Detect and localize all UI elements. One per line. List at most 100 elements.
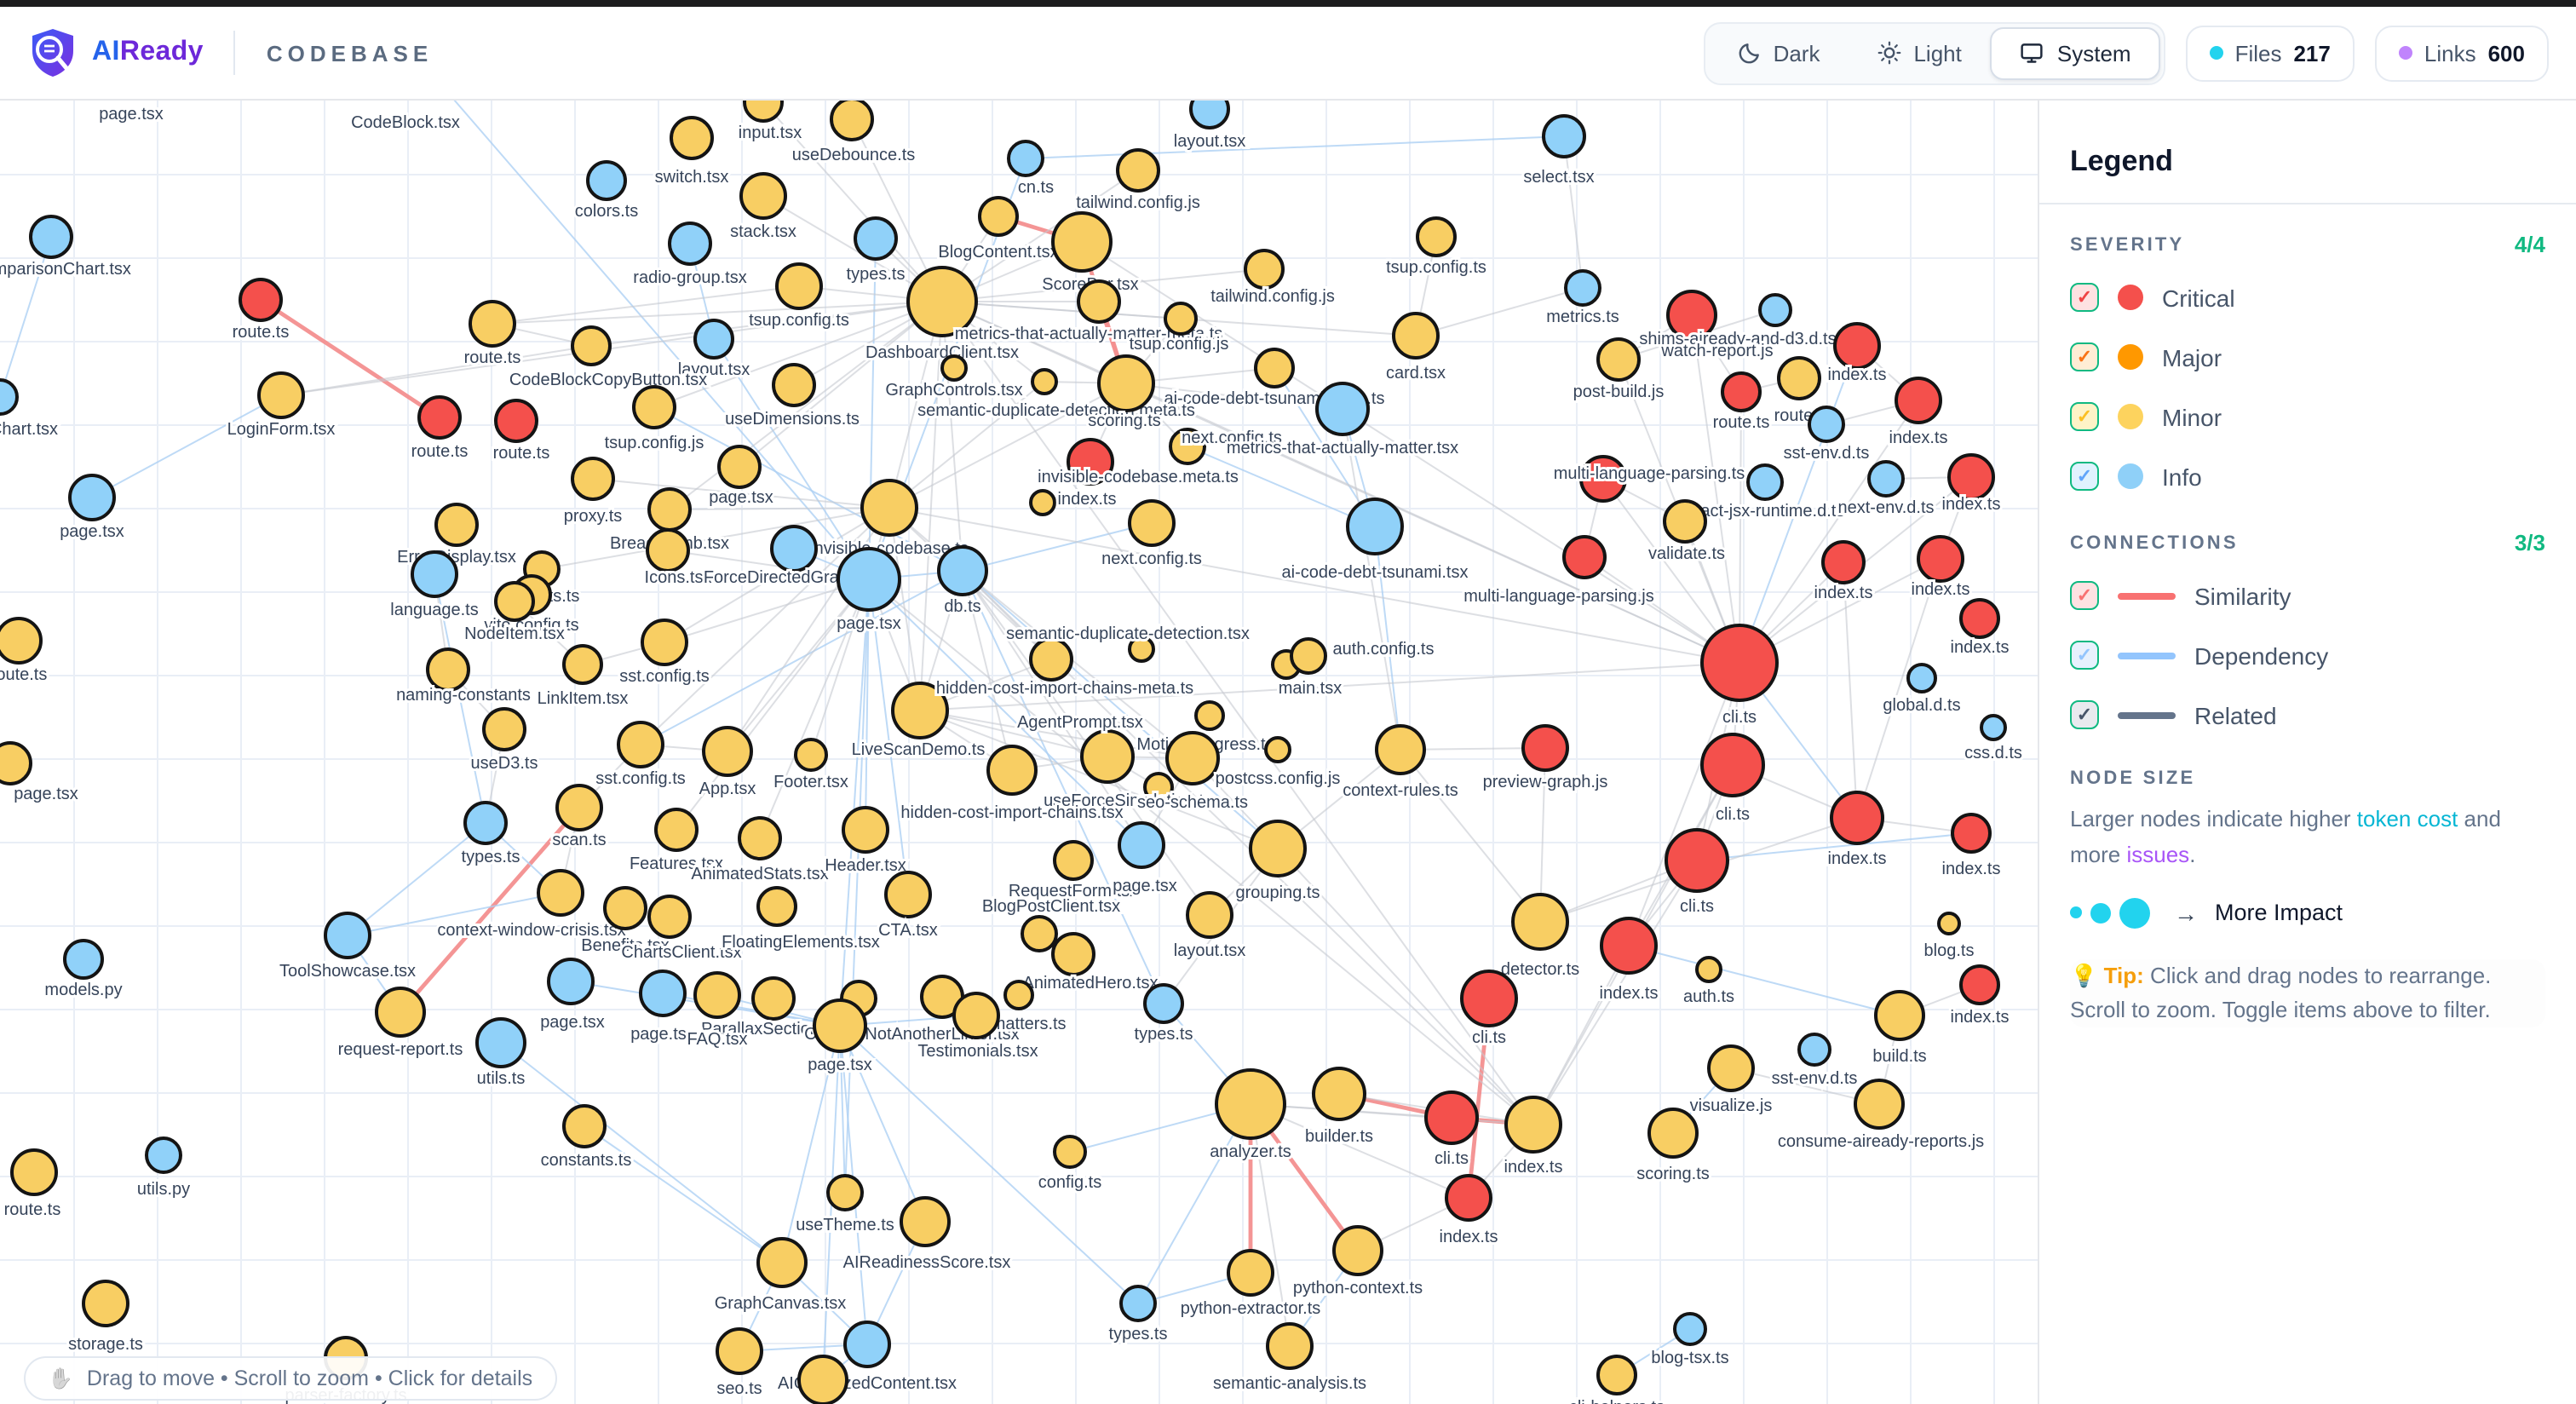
graph-node[interactable] [1315,382,1370,436]
graph-node[interactable] [1596,337,1641,382]
graph-node[interactable] [900,1196,951,1247]
graph-node[interactable] [641,619,688,666]
graph-node[interactable] [717,445,762,489]
graph-node[interactable] [547,958,595,1005]
graph-node[interactable] [1808,406,1845,443]
graph-node[interactable] [775,262,823,310]
graph-node[interactable] [1663,499,1707,544]
connection-checkbox-related[interactable]: ✓ [2070,700,2099,729]
graph-node[interactable] [1460,970,1518,1027]
graph-node[interactable] [257,371,305,419]
graph-node[interactable] [830,101,874,141]
graph-node[interactable] [571,325,612,366]
graph-node[interactable] [1375,724,1426,775]
graph-node[interactable] [1830,791,1884,845]
graph-node[interactable] [952,992,1000,1039]
graph-node[interactable] [417,395,462,440]
graph-node[interactable] [826,1174,864,1211]
graph-node[interactable] [1721,371,1762,412]
graph-node[interactable] [1029,489,1056,516]
graph-node[interactable] [10,1148,58,1196]
graph-node[interactable] [1119,1285,1157,1322]
graph-node[interactable] [1707,1044,1755,1092]
graph-node[interactable] [1665,828,1729,893]
graph-node[interactable] [1951,813,1992,854]
graph-node[interactable] [797,1355,848,1404]
graph-node[interactable] [716,1327,763,1375]
graph-node[interactable] [1165,731,1220,785]
graph-node[interactable] [469,300,516,348]
graph-node[interactable] [1346,498,1404,555]
graph-node[interactable] [854,216,898,261]
graph-node[interactable] [1332,1225,1383,1276]
graph-node[interactable] [891,682,949,739]
graph-node[interactable] [1003,980,1034,1010]
graph-node[interactable] [1249,820,1307,878]
graph-node[interactable] [1504,1096,1562,1154]
graph-node[interactable] [1917,535,1964,583]
graph-node[interactable] [586,160,627,201]
severity-checkbox-info[interactable]: ✓ [2070,462,2099,491]
graph-node[interactable] [63,939,104,980]
graph-node[interactable] [1031,368,1058,395]
theme-light-button[interactable]: Light [1849,26,1990,79]
graph-node[interactable] [647,487,692,532]
graph-node[interactable] [82,1280,129,1327]
graph-node[interactable] [1758,293,1792,327]
graph-node[interactable] [1833,322,1881,370]
graph-node[interactable] [1007,140,1044,177]
graph-node[interactable] [1980,714,2007,741]
severity-checkbox-major[interactable]: ✓ [2070,342,2099,371]
graph-node[interactable] [1215,1068,1286,1140]
graph-node[interactable] [1673,1312,1707,1346]
graph-node[interactable] [1511,893,1569,951]
graph-node[interactable] [1416,216,1457,257]
graph-node[interactable] [646,528,690,573]
severity-item-critical[interactable]: ✓ Critical [2070,268,2545,327]
severity-item-info[interactable]: ✓ Info [2070,446,2545,506]
theme-system-button[interactable]: System [1990,26,2160,79]
graph-node[interactable] [494,399,538,443]
graph-node[interactable] [842,806,889,854]
graph-node[interactable] [603,886,647,930]
graph-node[interactable] [756,1237,808,1288]
graph-node[interactable] [29,215,73,259]
graph-node[interactable] [1821,540,1866,584]
graph-node[interactable] [555,784,603,831]
graph-node[interactable] [617,721,664,768]
graph-node[interactable] [494,581,535,622]
graph-node[interactable] [1906,663,1937,693]
graph-node[interactable] [562,644,603,685]
graph-node[interactable] [1164,302,1198,336]
graph-node[interactable] [1053,1135,1087,1169]
connection-item-related[interactable]: ✓ Related [2070,685,2545,745]
graph-node[interactable] [1564,269,1601,307]
severity-item-major[interactable]: ✓ Major [2070,327,2545,387]
graph-node[interactable] [1053,840,1094,881]
graph-node[interactable] [978,196,1019,237]
graph-node[interactable] [940,354,968,382]
graph-node[interactable] [843,1321,891,1368]
graph-node[interactable] [1874,990,1925,1041]
graph-node[interactable] [1097,354,1155,412]
graph-node[interactable] [1695,956,1722,983]
graph-node[interactable] [1521,724,1569,772]
graph-node[interactable] [1186,891,1233,939]
graph-node[interactable] [1445,1174,1492,1222]
graph-canvas[interactable]: page.tsx CodeBlock.tsx ComparisonChart.tsx… [0,101,2038,1404]
graph-node[interactable] [562,1104,607,1148]
graph-node[interactable] [571,457,615,501]
severity-item-minor[interactable]: ✓ Minor [2070,387,2545,446]
graph-node[interactable] [1051,211,1113,273]
graph-node[interactable] [1647,1108,1699,1159]
graph-node[interactable] [739,172,787,220]
graph-node[interactable] [375,987,426,1038]
graph-node[interactable] [693,971,741,1019]
graph-node[interactable] [770,525,818,573]
graph-node[interactable] [1051,932,1095,976]
graph-node[interactable] [411,550,458,598]
graph-node[interactable] [239,278,283,322]
graph-node[interactable] [794,738,828,772]
graph-node[interactable] [884,871,932,918]
graph-node[interactable] [1947,453,1995,501]
